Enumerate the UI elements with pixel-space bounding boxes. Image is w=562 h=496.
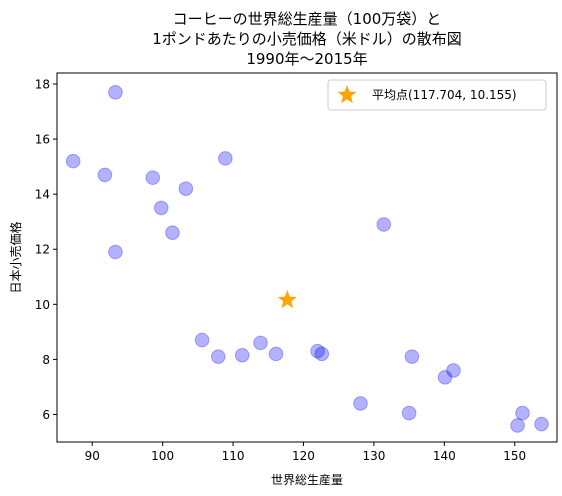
- x-tick-label: 140: [433, 449, 456, 463]
- data-point: [178, 181, 194, 196]
- data-point: [210, 349, 226, 364]
- chart-title-line: 1ポンドあたりの小売価格（米ドル）の散布図: [152, 30, 462, 48]
- chart-title-line: コーヒーの世界総生産量（100万袋）と: [173, 10, 442, 28]
- data-point: [153, 200, 169, 216]
- data-point: [234, 347, 250, 363]
- x-tick-label: 150: [503, 449, 526, 463]
- y-tick-label: 6: [42, 408, 50, 422]
- y-tick-label: 8: [42, 353, 50, 367]
- x-tick-label: 120: [292, 449, 315, 463]
- y-axis-label: 日本小売価格: [8, 221, 23, 293]
- y-tick-label: 12: [35, 243, 50, 257]
- average-point-marker: [277, 290, 297, 309]
- y-tick-label: 16: [35, 133, 50, 147]
- legend: 平均点(117.704, 10.155): [327, 79, 547, 111]
- x-axis-ticks: 90 100 110 120 130 140 150: [85, 442, 526, 463]
- data-point: [376, 217, 392, 232]
- data-point: [194, 332, 210, 348]
- legend-box: [327, 79, 547, 111]
- data-point: [218, 151, 233, 166]
- legend-label: 平均点(117.704, 10.155): [372, 88, 517, 102]
- data-point: [446, 363, 461, 378]
- data-point: [145, 170, 161, 185]
- data-point: [97, 167, 113, 183]
- data-point: [314, 346, 330, 362]
- y-axis-ticks: 6 8 10 12 14 16 18: [35, 78, 57, 422]
- data-point: [534, 416, 549, 432]
- data-point: [515, 405, 530, 421]
- data-point: [165, 225, 180, 241]
- data-point: [253, 335, 268, 351]
- data-point: [65, 153, 81, 169]
- y-tick-label: 10: [35, 298, 50, 312]
- legend-star-icon: [337, 85, 357, 104]
- x-tick-label: 100: [151, 449, 174, 463]
- y-tick-label: 18: [35, 78, 50, 92]
- x-tick-label: 130: [362, 449, 385, 463]
- data-point: [510, 418, 525, 433]
- data-point: [108, 84, 123, 100]
- data-point: [310, 343, 325, 359]
- axes-frame: [56, 72, 558, 443]
- data-point: [404, 349, 420, 364]
- x-tick-label: 90: [85, 449, 100, 463]
- data-markers: [65, 84, 549, 433]
- chart-title-line: 1990年〜2015年: [246, 50, 367, 68]
- data-point: [268, 346, 284, 362]
- data-point: [401, 405, 417, 421]
- chart-title: コーヒーの世界総生産量（100万袋）と 1ポンドあたりの小売価格（米ドル）の散布図…: [152, 10, 462, 68]
- data-point: [353, 396, 368, 411]
- data-point: [437, 369, 453, 385]
- y-tick-label: 14: [35, 188, 50, 202]
- x-tick-label: 110: [222, 449, 245, 463]
- data-point: [108, 244, 123, 260]
- x-axis-label: 世界総生産量: [271, 472, 343, 487]
